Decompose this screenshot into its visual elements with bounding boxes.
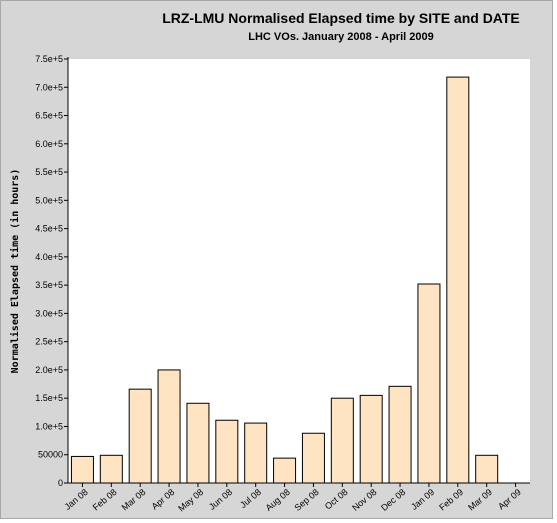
bar-chart: LRZ-LMU Normalised Elapsed time by SITE … (9, 10, 530, 514)
x-tick-label: Feb 09 (437, 487, 465, 513)
x-tick-label: Oct 08 (323, 487, 350, 512)
bar (301, 432, 325, 484)
y-axis-label: Normalised Elapsed time (in hours) (9, 169, 21, 374)
chart-title: LRZ-LMU Normalised Elapsed time by SITE … (162, 10, 520, 26)
bar (330, 397, 354, 484)
y-tick-label: 1.5e+5 (35, 393, 63, 403)
bar (186, 402, 210, 484)
x-tick-label: Apr 08 (150, 487, 177, 512)
bar (273, 457, 297, 484)
y-tick-label: 5.5e+5 (35, 167, 63, 177)
x-tick-label: Apr 09 (496, 487, 523, 512)
bar (215, 419, 239, 484)
bar (417, 283, 441, 484)
x-tick-label: Jan 09 (409, 487, 436, 512)
y-tick-label: 3.0e+5 (35, 308, 63, 318)
y-tick-label: 5.0e+5 (35, 195, 63, 205)
x-tick-label: Aug 08 (264, 487, 292, 513)
bar (157, 369, 181, 484)
y-tick-label: 1.0e+5 (35, 421, 63, 431)
y-axis: 0 50000 1.0e+5 1.5e+5 2.0e+5 2.5e+5 3.0e+5 3.5e… (35, 54, 69, 488)
bar (70, 455, 94, 484)
bar (388, 385, 412, 484)
y-tick-label: 2.5e+5 (35, 337, 63, 347)
x-tick-label: Jun 08 (207, 487, 234, 512)
chart-subtitle: LHC VOs. January 2008 - April 2009 (248, 31, 433, 43)
x-tick-label: May 08 (176, 487, 205, 514)
y-tick-label: 50000 (38, 450, 63, 460)
bar (475, 454, 499, 484)
x-tick-label: Feb 08 (91, 487, 119, 513)
bar (244, 422, 268, 484)
x-tick-label: Sep 08 (292, 487, 320, 513)
x-tick-label: Dec 08 (379, 487, 407, 513)
bar (99, 454, 123, 484)
bar (128, 388, 152, 484)
x-tick-label: Mar 08 (120, 487, 148, 513)
x-tick-label: Jul 08 (238, 487, 263, 510)
x-axis: Jan 08 Feb 08 Mar 08 Apr 08 May 08 Jun 08 Jul … (63, 482, 530, 514)
y-tick-label: 0 (58, 478, 63, 488)
y-tick-label: 4.0e+5 (35, 252, 63, 262)
y-tick-label: 6.5e+5 (35, 111, 63, 121)
y-tick-label: 2.0e+5 (35, 365, 63, 375)
bar (446, 76, 470, 484)
x-tick-label: Mar 09 (466, 487, 494, 513)
y-tick-label: 7.5e+5 (35, 54, 63, 64)
y-tick-label: 7.0e+5 (35, 82, 63, 92)
x-tick-label: Nov 08 (350, 487, 378, 513)
y-tick-label: 3.5e+5 (35, 280, 63, 290)
bars-group (70, 76, 499, 484)
bar (359, 394, 383, 484)
y-tick-label: 6.0e+5 (35, 139, 63, 149)
y-tick-label: 4.5e+5 (35, 224, 63, 234)
x-tick-label: Jan 08 (63, 487, 90, 512)
